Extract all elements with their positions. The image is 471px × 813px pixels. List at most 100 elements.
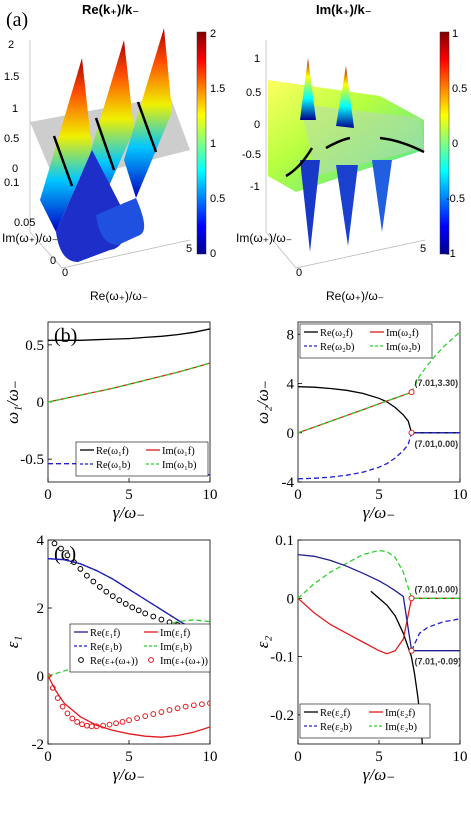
point-c-left-5-2 [54,695,61,701]
surface-left-cbar-0: 0 [210,248,216,260]
plot-area-c-left [48,540,210,738]
point-c-left-5-10 [93,723,100,730]
series-line-b-right-2 [298,432,460,480]
annotation-b-right-1: (7.01,0.00) [415,439,459,449]
surface-right-spike-1 [300,58,316,120]
surface-left-title: Re(k₊)/k₋ [82,2,139,17]
legend-label-b-left-1: Im(ω₁f) [162,446,195,457]
series-line-b-left-1 [48,362,210,403]
ylabel-b-left: ω₁/ω₋ [3,380,22,424]
surface-right-spike-down-3 [372,160,392,232]
surface-right-xtick-0: 0 [296,267,302,279]
point-c-left-5-22 [182,703,189,710]
surface-left-curve-2 [94,117,116,171]
point-c-left-5-16 [134,715,141,722]
legend-swatch-c-left-4 [78,657,84,663]
surface-right-cbar-1: 1 [452,28,458,40]
point-c-left-4-7 [96,584,103,590]
surface-right-cbar-0.5: 0.5 [452,83,467,95]
legend-box-c-left [69,623,211,673]
point-c-left-4-12 [129,604,136,611]
surface-left-ylabel: Im(ω₊)/ω₋ [2,231,58,245]
surface-right-ztick-1: 1 [254,53,260,65]
point-c-left-5-4 [64,710,71,717]
surface-right-spike-down-1 [300,160,320,252]
panel-label-b-left: (b) [54,325,77,347]
ytick-label-c-left-1: 0 [37,669,45,685]
surface-right-cbar--0.5: -0.5 [446,193,465,205]
series-line-c-right-4 [298,553,460,652]
surface-left-xtick-0: 0 [62,267,68,279]
surface-left-cbar-2: 2 [210,28,216,40]
surface-right-curve-1 [285,147,314,178]
point-c-left-4-2 [64,552,71,559]
chart-b-left: 0 5 10-0.500.5γ/ω₋ω₁/ω₋(b)Re(ω₁f) Im(ω₁f)Re… [3,321,218,522]
point-c-left-4-9 [109,593,116,599]
ytick-label-b-right-3: 8 [287,327,295,343]
surface-right-spike-2 [336,66,354,128]
series-line-b-left-3 [48,362,210,403]
legend-label-c-right-2: Re(ε₂b) [320,722,352,733]
point-c-left-5-19 [158,709,165,715]
xlabel-c-left: γ/ω₋ [113,765,145,784]
point-c-left-5-20 [166,707,173,713]
series-line-c-left-2 [48,558,210,640]
xtick-label-c-right-2: 10 [453,749,468,765]
xtick-label-b-right-2: 10 [453,487,468,503]
panel-a-label: (a) [6,9,28,31]
surface-left-blade-1 [40,58,92,232]
surface-left-ztick-2: 2 [8,39,14,51]
point-c-left-4-5 [83,572,90,579]
legend-label-b-right-2: Re(ω₂b) [320,342,355,353]
surface-left-colorbar [196,31,207,255]
point-c-left-5-23 [190,702,197,709]
chart-c-right: 0 5 10 -0.2 -0.1 0 0.1 γ/ω₋ ε₂ (7.01,0.00) (7.01,-… [253,533,468,784]
surface-left-trough-2 [96,198,145,245]
surface-left-ytick-0: 0 [50,255,56,267]
surface-right-ztick--1: -1 [250,181,260,193]
surface-left-axis-frame [29,40,191,269]
series-line-b-right-0 [298,386,460,434]
point-c-left-5-5 [69,715,76,722]
legend-label-c-left-1: Im(ε₁f) [160,628,191,639]
series-c-left-5 [48,673,210,730]
annotation-marker-c-right-0 [408,595,415,602]
legend-label-b-left-2: Re(ω₁b) [96,460,131,471]
surface-left-cbar-1.5: 1.5 [210,83,225,95]
surface-right-ztick--0.5: -0.5 [242,149,261,161]
legend-label-b-left-0: Re(ω₁f) [96,446,129,457]
surface-right-cbar--1: -1 [446,248,456,260]
xtick-label-b-left-2: 10 [203,487,218,503]
annotation-b-right-0: (7.01,3.30) [415,378,459,388]
ytick-label-c-left-0: -2 [32,737,45,753]
point-c-left-4-16 [158,616,165,623]
surface-right-curve-2 [325,136,351,150]
surface-left-curve-1 [52,135,74,187]
point-c-left-5-11 [100,722,106,729]
surface-right-ylabel: Im(ω₊)/ω₋ [236,231,292,245]
series-line-b-left-0 [48,328,210,341]
ylabel-c-left: ε₁ [3,636,22,649]
surface-left-xtick-5: 5 [186,243,192,255]
point-c-left-4-11 [122,601,129,607]
surface-right-curve-3 [379,136,425,154]
point-c-left-5-25 [207,700,210,707]
surface-right-xtick-5: 5 [420,243,426,255]
annotation-marker-b-right-0 [408,389,415,396]
point-c-left-4-10 [116,597,123,604]
ytick-label-c-left-2: 2 [37,601,45,617]
ytick-label-b-right-0: -4 [282,475,295,491]
ytick-label-b-left-2: 0.5 [25,338,44,354]
surface-left-ztick-0.5: 0.5 [4,133,19,145]
legend-swatch-c-left-5 [148,657,154,663]
legend-label-c-left-2: Re(ε₁b) [90,642,122,653]
ytick-label-b-left-1: 0 [37,395,45,411]
point-c-left-5-0 [48,673,51,679]
surface-left-ytick-0.1: 0.1 [4,177,19,189]
ytick-label-c-right-0: -0.2 [270,708,294,724]
point-c-left-5-6 [74,719,81,725]
point-c-left-4-4 [77,566,84,572]
